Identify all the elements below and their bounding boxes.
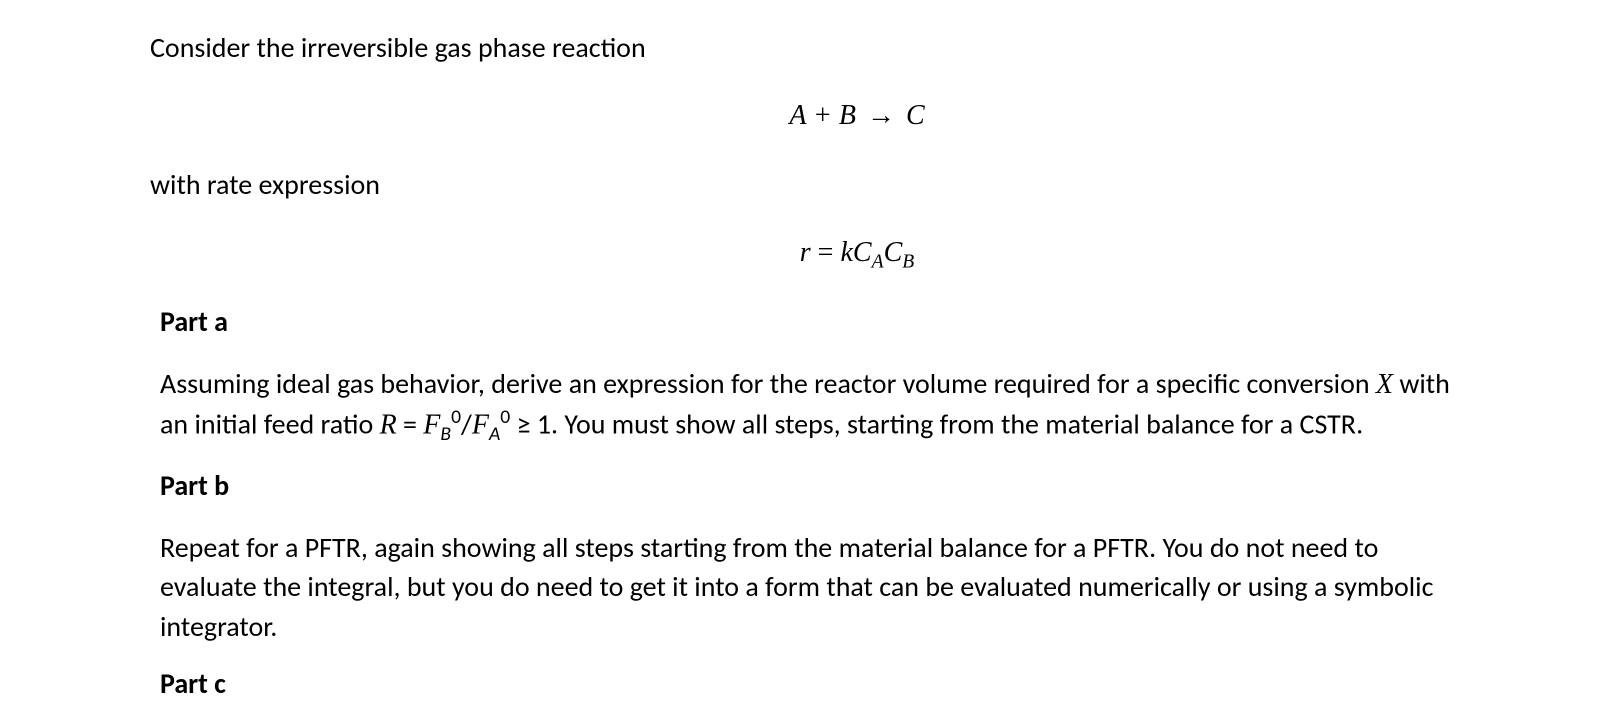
eq-term-b: B <box>839 100 856 131</box>
eq-plus: + <box>806 100 839 131</box>
part-a-fa-sub: A <box>489 422 500 446</box>
part-a-fb-sub: B <box>440 422 451 446</box>
part-a-text-1: Assuming ideal gas behavior, derive an e… <box>160 366 1376 401</box>
rate-eq-sign: = <box>811 237 841 268</box>
part-a-geq: ≥ 1 <box>510 406 551 441</box>
rate-ca-sub: A <box>872 252 884 273</box>
eq-term-c: C <box>906 100 925 131</box>
part-a-fa-base: F <box>472 409 489 440</box>
rate-equation: r = kCACB <box>150 237 1464 274</box>
document-content: Consider the irreversible gas phase reac… <box>0 0 1614 701</box>
rate-r: r <box>800 237 811 268</box>
part-a-x: X <box>1376 369 1393 400</box>
part-a-fa-sup: 0 <box>500 405 510 429</box>
part-a-text-3: . You must show all steps, starting from… <box>551 406 1363 441</box>
rate-intro-text: with rate expression <box>150 167 1464 202</box>
rate-cb-base: C <box>884 237 903 268</box>
reaction-equation: A + B → C <box>150 100 1464 132</box>
part-a-eq: = <box>397 406 424 441</box>
eq-term-a: A <box>789 100 806 131</box>
rate-ca-base: C <box>853 237 872 268</box>
part-a-r: R <box>380 409 397 440</box>
part-b-header: Part b <box>150 468 1464 503</box>
intro-text: Consider the irreversible gas phase reac… <box>150 30 1464 65</box>
part-a-slash: / <box>461 406 472 441</box>
part-a-fb-base: F <box>423 409 440 440</box>
rate-cb-sub: B <box>902 252 914 273</box>
rate-k: k <box>840 237 852 268</box>
part-b-body: Repeat for a PFTR, again showing all ste… <box>150 528 1464 646</box>
part-a-body: Assuming ideal gas behavior, derive an e… <box>150 364 1464 449</box>
part-a-fb-sup: 0 <box>451 405 461 429</box>
part-c-cutoff: Part c <box>150 666 1464 701</box>
part-a-header: Part a <box>150 304 1464 339</box>
eq-arrow: → <box>856 100 906 131</box>
